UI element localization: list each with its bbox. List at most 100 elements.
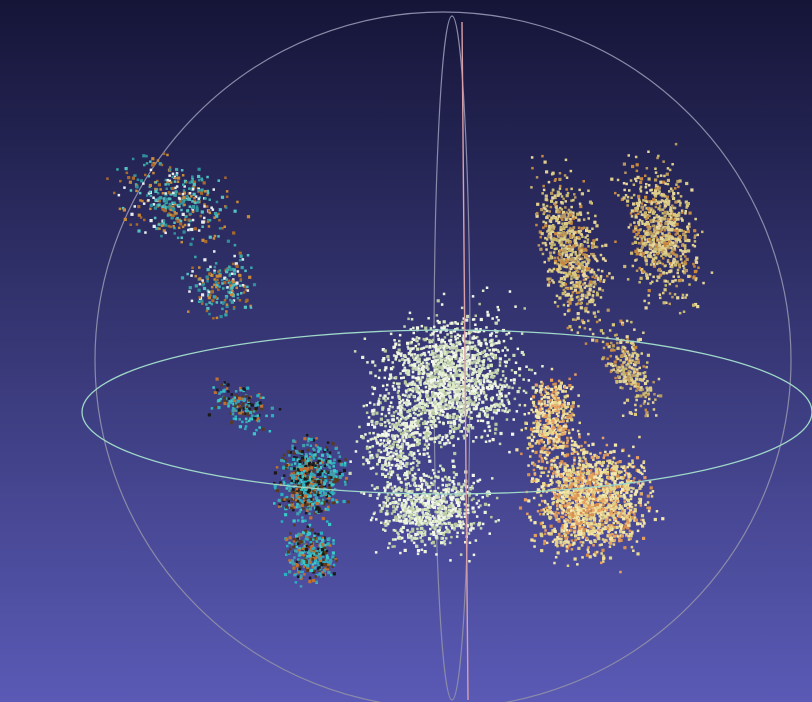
point bbox=[294, 498, 298, 502]
point bbox=[475, 380, 478, 384]
point bbox=[482, 392, 486, 395]
point bbox=[220, 301, 223, 304]
point bbox=[567, 258, 570, 261]
point bbox=[332, 491, 336, 495]
point bbox=[569, 234, 573, 238]
point bbox=[543, 210, 546, 214]
point bbox=[548, 210, 551, 213]
point bbox=[459, 430, 462, 433]
point bbox=[400, 405, 403, 409]
point bbox=[459, 373, 463, 376]
point bbox=[332, 465, 335, 468]
point bbox=[569, 253, 573, 257]
point bbox=[314, 575, 318, 578]
point bbox=[574, 216, 578, 219]
point bbox=[403, 424, 407, 427]
point bbox=[326, 463, 329, 466]
point bbox=[549, 257, 553, 260]
point bbox=[416, 493, 419, 497]
point bbox=[389, 450, 393, 454]
point bbox=[425, 377, 430, 381]
point bbox=[586, 238, 590, 241]
point bbox=[413, 362, 417, 366]
point bbox=[559, 243, 563, 247]
point bbox=[394, 358, 397, 361]
point bbox=[430, 359, 435, 364]
point bbox=[559, 226, 563, 230]
point bbox=[454, 321, 457, 324]
point bbox=[476, 352, 480, 356]
point bbox=[567, 208, 571, 212]
point bbox=[452, 362, 455, 365]
point bbox=[306, 567, 310, 571]
point bbox=[371, 360, 375, 364]
point bbox=[542, 220, 545, 224]
point bbox=[320, 510, 323, 513]
point bbox=[406, 476, 409, 479]
point bbox=[173, 221, 176, 224]
point bbox=[206, 220, 210, 224]
point bbox=[465, 355, 469, 359]
point bbox=[215, 377, 219, 381]
point bbox=[422, 522, 426, 525]
point bbox=[179, 219, 183, 223]
point bbox=[477, 358, 481, 363]
point bbox=[598, 318, 601, 322]
point bbox=[445, 414, 450, 418]
point bbox=[370, 419, 374, 424]
point bbox=[381, 456, 384, 459]
point bbox=[309, 561, 312, 564]
point bbox=[332, 475, 335, 479]
point bbox=[435, 553, 438, 556]
point bbox=[411, 474, 415, 477]
point bbox=[324, 563, 328, 567]
point bbox=[392, 505, 396, 509]
point bbox=[386, 383, 389, 387]
point bbox=[471, 487, 474, 490]
point bbox=[491, 438, 495, 442]
point bbox=[409, 506, 413, 510]
point bbox=[392, 354, 396, 357]
point bbox=[543, 160, 547, 164]
point bbox=[485, 286, 489, 289]
point bbox=[193, 196, 196, 200]
point bbox=[449, 385, 452, 388]
point bbox=[217, 281, 220, 285]
point bbox=[383, 394, 387, 398]
point bbox=[416, 354, 419, 357]
point bbox=[314, 486, 318, 489]
point bbox=[171, 175, 174, 179]
point bbox=[291, 476, 295, 480]
point bbox=[317, 465, 320, 468]
point bbox=[409, 420, 414, 424]
point bbox=[406, 341, 410, 345]
point bbox=[179, 202, 183, 205]
point bbox=[438, 522, 441, 525]
point bbox=[248, 407, 251, 411]
point bbox=[599, 277, 603, 280]
point bbox=[553, 225, 556, 229]
point bbox=[577, 291, 581, 294]
point bbox=[485, 386, 489, 390]
point bbox=[168, 206, 172, 210]
point bbox=[292, 457, 296, 461]
point bbox=[417, 423, 421, 427]
point bbox=[305, 560, 309, 564]
point bbox=[565, 274, 569, 278]
point bbox=[467, 378, 471, 383]
point bbox=[288, 489, 291, 492]
point bbox=[486, 313, 490, 317]
point bbox=[239, 254, 243, 258]
point bbox=[461, 370, 464, 374]
point bbox=[216, 278, 219, 282]
point bbox=[194, 274, 197, 278]
point bbox=[401, 530, 404, 534]
point bbox=[429, 527, 432, 531]
point bbox=[254, 415, 257, 418]
point bbox=[417, 391, 420, 395]
point bbox=[445, 441, 448, 445]
point bbox=[436, 299, 440, 303]
point bbox=[416, 398, 420, 402]
